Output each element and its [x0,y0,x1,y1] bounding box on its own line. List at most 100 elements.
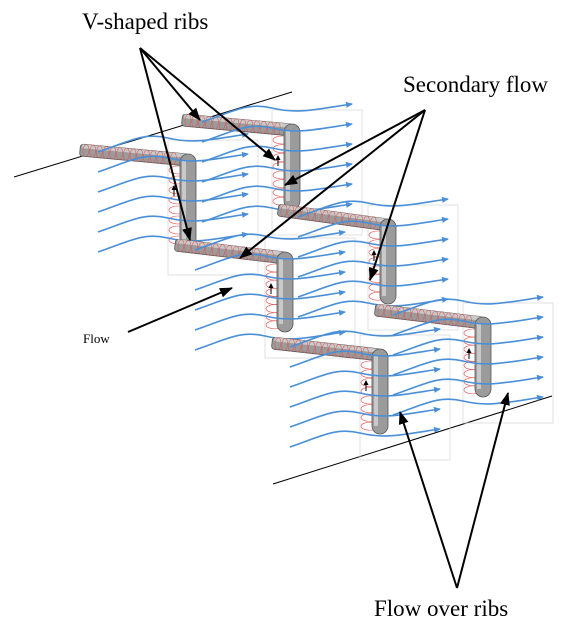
vortex-coil [404,307,412,321]
vortex-coil [411,308,418,321]
vortex-coil [417,309,425,322]
streamline [289,406,441,428]
horizontal-rib [174,238,286,265]
vortex-coil [198,115,205,129]
streamline [297,296,449,318]
streamline [289,326,441,348]
vortex-coil [308,341,315,354]
vortex-coil [211,243,219,256]
horizontal-rib [374,303,484,330]
vortex-coil [294,206,302,219]
vortex-coil [239,119,247,132]
horizontal-rib [271,336,381,362]
streamline [392,354,544,376]
rib-module [271,326,451,461]
vortex-coil [191,241,198,254]
rib-highlight [286,130,290,201]
lower-baseline [272,395,553,485]
streamline [392,294,544,316]
vortex-coil [384,305,391,318]
callout-arrow-v-ribs [139,47,276,161]
streamline [297,236,449,258]
streamline [97,171,249,193]
rib-module [174,229,356,359]
vortex-coil [377,304,385,317]
streamline [392,334,544,356]
vortex-coil [438,311,445,325]
rib-module [374,294,554,424]
rib-highlight [279,258,283,324]
callout-arrow-over [398,411,458,589]
rib-highlight [477,323,481,389]
streamline [392,394,544,416]
rib-module [181,101,363,236]
flow-over-ribs-label: Flow over ribs [374,596,509,621]
vortex-coil [205,116,212,129]
streamline [194,289,346,311]
streamline [289,366,441,388]
vortex-coil [198,241,205,255]
streamline [201,181,353,203]
streamline [289,386,441,408]
streamline [194,249,346,271]
streamline [97,231,249,253]
vortex-coil [116,147,123,160]
streamline [392,314,544,336]
vortex-coil [205,242,212,256]
vortex-coil [82,144,90,157]
rib-highlight [374,355,378,426]
vortex-coil [369,216,377,230]
vortex-coil [321,210,329,223]
vortex-coil [280,204,288,218]
vortex-coil [342,213,350,226]
horizontal-rib [79,143,189,167]
callout-arrow-flow [127,287,233,333]
rib-highlight [382,225,386,296]
streamline [194,229,346,251]
secondary-flow-label: Secondary flow [403,72,548,97]
callout-arrow-secondary [368,109,426,281]
vortex-coil [335,212,343,225]
callout-arrow-over [456,392,510,589]
vortex-coil [102,146,110,159]
streamline [194,269,346,291]
streamline [194,309,346,331]
callout-arrow-v-ribs [139,47,192,241]
vortex-coil [274,337,282,350]
rib-highlight [377,304,482,321]
streamline [297,256,449,278]
vortex-coil [281,338,288,351]
vortex-coil [218,244,226,257]
vortex-coil [122,148,130,161]
vortex-coil [89,144,96,158]
callout-arrow-secondary [239,109,426,259]
vortex-coil [96,145,103,159]
vortex-coil [232,245,240,259]
streamline [297,276,449,298]
streamline [97,191,249,213]
streamline [201,141,353,163]
streamline [289,346,441,368]
horizontal-rib [277,204,389,231]
streamline [289,426,441,448]
streamline [392,374,544,396]
streamline [297,196,449,218]
streamline [97,131,249,153]
vortex-coil [328,343,336,356]
upper-baseline [13,91,293,178]
vortex-coil [129,148,137,162]
streamline [194,329,346,351]
streamline [201,121,353,143]
callout-arrow-secondary [284,109,426,186]
vortex-coil [136,149,144,162]
vortex-coil [328,211,336,224]
streamline [201,161,353,183]
streamline [297,216,449,238]
v-shaped-ribs-label: V-shaped ribs [82,9,209,34]
streamline [97,211,249,233]
streamline [201,101,353,123]
flow-label: Flow [83,331,110,346]
vortex-coil [431,310,439,324]
